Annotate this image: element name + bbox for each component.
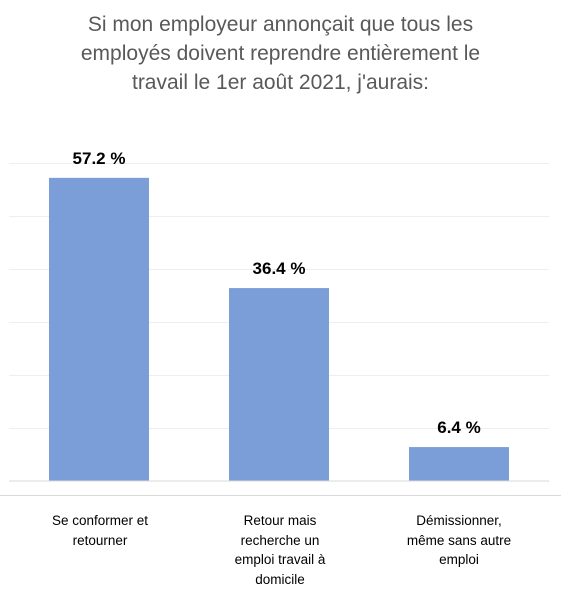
bar <box>229 288 329 481</box>
category-label-line: Retour mais <box>243 513 317 528</box>
bar <box>409 447 509 481</box>
category-label-line: Se conformer et <box>51 513 149 528</box>
bars <box>49 177 509 481</box>
category-label-line: même sans autre <box>406 532 512 548</box>
category-label-conform: Se conformer et retourner <box>25 511 175 550</box>
category-label-line: domicile <box>255 571 305 587</box>
category-label-return-search: Retour mais recherche un emploi travail … <box>205 511 355 589</box>
category-label-resign: Démissionner, même sans autre emploi <box>384 511 534 570</box>
chart-title-line-1: Si mon employeur annonçait que tous les <box>87 13 474 36</box>
category-label-line: emploi <box>439 552 479 567</box>
category-label-line: recherche un <box>240 532 320 548</box>
chart-title-line-2: employés doivent reprendre entièrement l… <box>80 42 481 65</box>
category-label-line: emploi travail à <box>234 552 326 567</box>
category-label-line: Démissionner, <box>416 513 502 528</box>
chart-title-line-3: travail le 1er août 2021, j'aurais: <box>131 71 429 94</box>
category-label-line: retourner <box>72 532 128 548</box>
bar <box>49 177 149 481</box>
chart-title: Si mon employeur annonçait que tous les … <box>20 10 541 97</box>
data-labels: 57.2 % 36.4 % 6.4 % <box>73 149 481 437</box>
data-label: 57.2 % <box>73 149 126 168</box>
data-label: 36.4 % <box>253 259 306 278</box>
data-label: 6.4 % <box>437 418 480 437</box>
